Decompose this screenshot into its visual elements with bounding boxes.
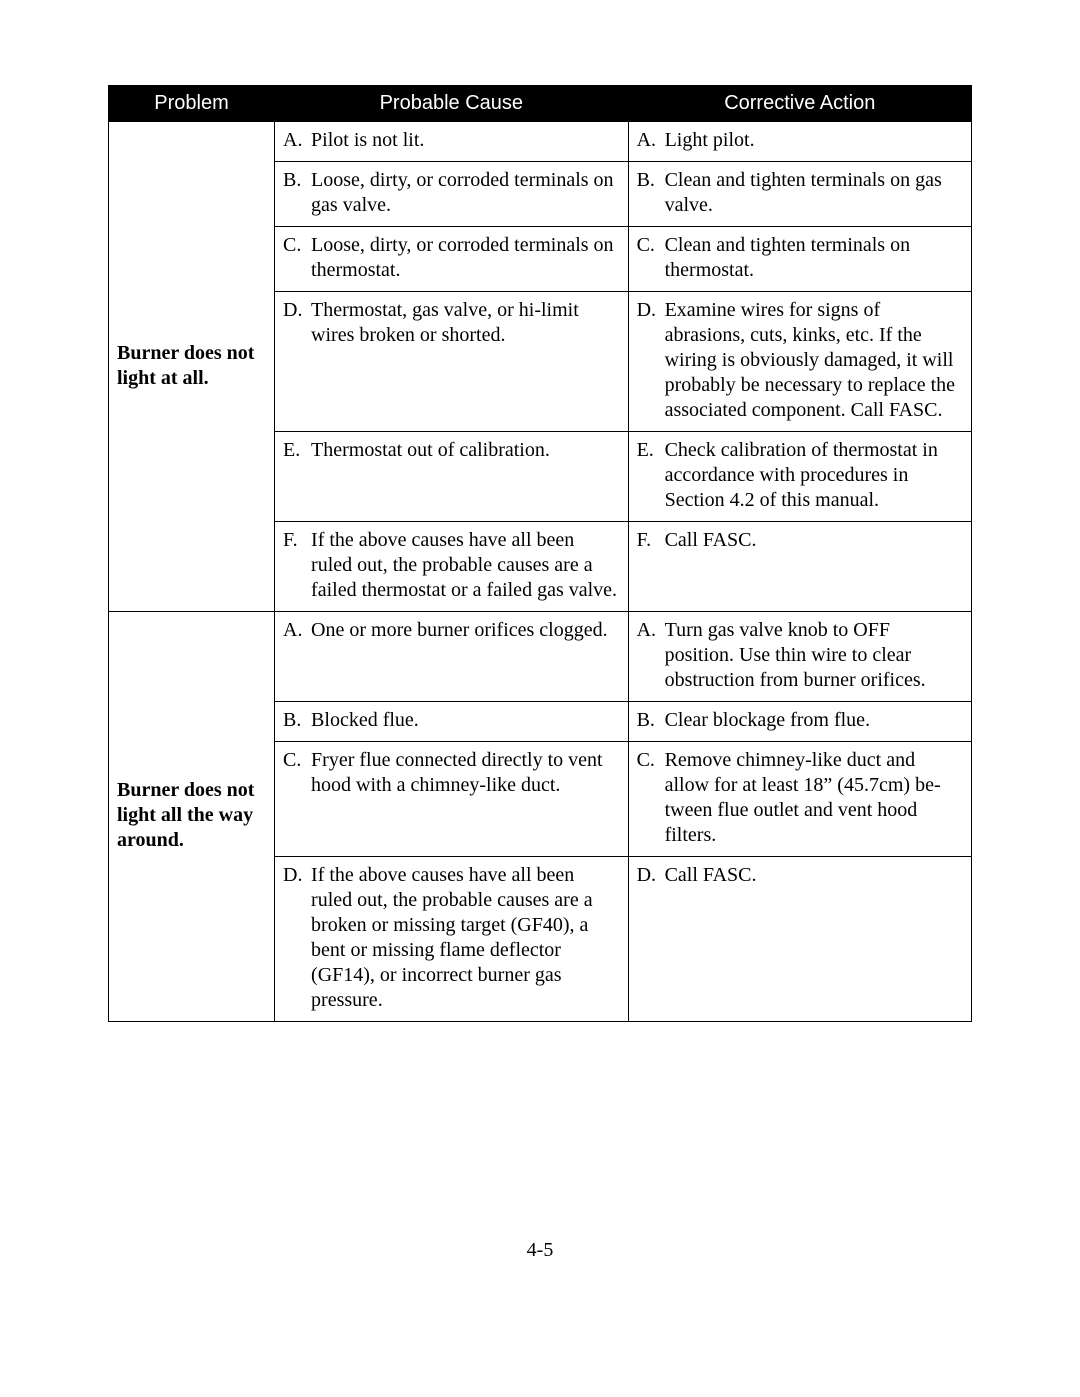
cause-cell: F.If the above causes have all been rule… [275,522,629,612]
cause-cell: A.One or more burner orifices clogged. [275,612,629,702]
list-letter: C. [637,233,665,283]
cause-text: If the above causes have all been ruled … [311,863,620,1013]
table-header-row: Problem Probable Cause Corrective Action [109,86,972,122]
page-container: Problem Probable Cause Corrective Action… [0,0,1080,1022]
cause-text: Fryer flue connected directly to vent ho… [311,748,620,798]
list-letter: C. [283,233,311,283]
list-letter: E. [283,438,311,463]
list-letter: E. [637,438,665,513]
list-letter: A. [637,128,665,153]
col-header-cause: Probable Cause [275,86,629,122]
list-letter: D. [637,298,665,423]
list-letter: B. [637,708,665,733]
action-cell: A.Turn gas valve knob to OFF position. U… [628,612,971,702]
list-letter: A. [283,618,311,643]
table-row: Burner does not light at all.A.Pilot is … [109,122,972,162]
page-number: 4-5 [0,1239,1080,1262]
cause-cell: C.Fryer flue connected directly to vent … [275,742,629,857]
action-text: Clean and tighten terminals on gas valve… [665,168,963,218]
problem-cell: Burner does not light all the way around… [109,612,275,1022]
cause-cell: A.Pilot is not lit. [275,122,629,162]
cause-text: If the above causes have all been ruled … [311,528,620,603]
action-cell: F.Call FASC. [628,522,971,612]
action-text: Turn gas valve knob to OFF position. Use… [665,618,963,693]
cause-text: Blocked flue. [311,708,620,733]
action-text: Call FASC. [665,528,963,553]
table-row: Burner does not light all the way around… [109,612,972,702]
list-letter: C. [283,748,311,798]
cause-text: Loose, dirty, or corroded terminals on g… [311,168,620,218]
action-cell: C.Clean and tighten terminals on thermos… [628,227,971,292]
action-cell: D.Call FASC. [628,857,971,1022]
action-text: Check calibration of thermostat in accor… [665,438,963,513]
action-text: Examine wires for signs of abrasions, cu… [665,298,963,423]
cause-cell: E.Thermostat out of calibration. [275,432,629,522]
cause-text: Pilot is not lit. [311,128,620,153]
cause-cell: C.Loose, dirty, or corroded terminals on… [275,227,629,292]
list-letter: A. [283,128,311,153]
action-text: Clear blockage from flue. [665,708,963,733]
col-header-problem: Problem [109,86,275,122]
list-letter: B. [283,168,311,218]
action-cell: B.Clear blockage from flue. [628,702,971,742]
action-text: Remove chimney-like duct and allow for a… [665,748,963,848]
cause-cell: D.Thermostat, gas valve, or hi-limit wir… [275,292,629,432]
cause-text: Thermostat, gas valve, or hi-limit wires… [311,298,620,348]
table-body: Burner does not light at all.A.Pilot is … [109,122,972,1022]
list-letter: A. [637,618,665,693]
list-letter: D. [283,863,311,1013]
list-letter: C. [637,748,665,848]
cause-text: Thermostat out of calibration. [311,438,620,463]
troubleshooting-table: Problem Probable Cause Corrective Action… [108,85,972,1022]
list-letter: D. [637,863,665,888]
action-text: Light pilot. [665,128,963,153]
action-cell: C.Remove chimney-like duct and allow for… [628,742,971,857]
action-cell: D.Examine wires for signs of abrasions, … [628,292,971,432]
action-cell: E.Check calibration of thermostat in acc… [628,432,971,522]
list-letter: F. [637,528,665,553]
list-letter: B. [637,168,665,218]
action-text: Call FASC. [665,863,963,888]
cause-text: One or more burner orifices clogged. [311,618,620,643]
list-letter: F. [283,528,311,603]
list-letter: D. [283,298,311,348]
cause-cell: B.Blocked flue. [275,702,629,742]
problem-cell: Burner does not light at all. [109,122,275,612]
col-header-action: Corrective Action [628,86,971,122]
cause-cell: B.Loose, dirty, or corroded terminals on… [275,162,629,227]
cause-cell: D.If the above causes have all been rule… [275,857,629,1022]
action-text: Clean and tighten terminals on thermosta… [665,233,963,283]
cause-text: Loose, dirty, or corroded terminals on t… [311,233,620,283]
list-letter: B. [283,708,311,733]
action-cell: B.Clean and tighten terminals on gas val… [628,162,971,227]
action-cell: A.Light pilot. [628,122,971,162]
